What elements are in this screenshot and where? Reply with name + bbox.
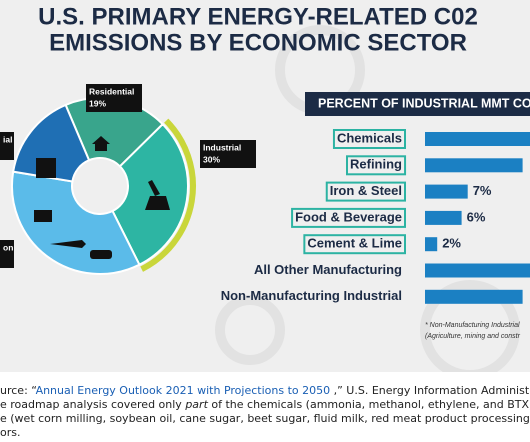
title-line: EMISSIONS BY ECONOMIC SECTOR [49,29,467,56]
bar [425,132,530,146]
note: e roadmap analysis covered only [0,398,186,411]
bar-value-label: 7% [473,183,492,198]
pie-label: Residential [89,86,134,96]
bar-label: Iron & Steel [330,183,402,198]
source-text: urce: “Annual Energy Outlook 2021 with P… [0,384,530,440]
footnote: * Non-Manufacturing Industrial [425,322,520,329]
bar-label: Non-Manufacturing Industrial [221,288,402,303]
note: e (wet corn milling, soybean oil, cane s… [0,412,530,425]
bar-label: Cement & Lime [307,236,402,251]
bar-label: Refining [350,157,402,172]
pie-label: on [3,242,13,252]
bar [425,184,468,199]
bar-header [305,92,530,116]
label-box [200,140,256,168]
bar-value-label: 2% [442,236,461,251]
bar [425,289,523,304]
accent-arc [140,118,196,272]
bar-label: Food & Beverage [295,209,402,224]
source-prefix: urce: “ [0,384,36,397]
pie-slice [111,122,189,267]
bar-value-label: 6% [467,209,486,224]
bar-label: Chemicals [337,130,402,145]
source-suffix: ,” U.S. Energy Information Administratio… [333,384,530,397]
icon [92,136,110,151]
bar-label: All Other Manufacturing [254,262,402,277]
bar [425,263,530,278]
bar [425,237,438,252]
bar [425,158,523,173]
pie-label: Industrial [203,142,241,152]
icon [34,210,52,222]
icon [90,250,112,259]
pie-value-label: 30% [203,154,220,164]
label-box [291,207,406,228]
infographic: U.S. PRIMARY ENERGY-RELATED C02 EMISSION… [0,0,530,372]
icon [145,180,170,210]
bar [425,210,462,225]
pie-value-label: 19% [89,98,106,108]
note: of the chemicals (ammonia, methanol, eth… [211,398,530,411]
label-box [346,155,407,176]
label-box [332,129,406,149]
icon [50,240,86,248]
label-box [325,181,406,202]
label-box [0,240,14,268]
label-box [0,132,14,160]
source-link[interactable]: Annual Energy Outlook 2021 with Projecti… [35,384,331,397]
label-box [303,234,406,255]
bar-chart-title: PERCENT OF INDUSTRIAL MMT CO [318,96,530,110]
pie-label: ial [3,134,12,144]
footnote: (Agriculture, mining and constr [425,333,521,340]
pie-slice [12,103,91,183]
label-box [86,84,142,112]
pie-slice [11,170,141,275]
title-line: U.S. PRIMARY ENERGY-RELATED C02 [38,3,478,30]
note: ors. [0,426,21,439]
icon [36,158,56,178]
note-emphasis: part [185,398,208,411]
